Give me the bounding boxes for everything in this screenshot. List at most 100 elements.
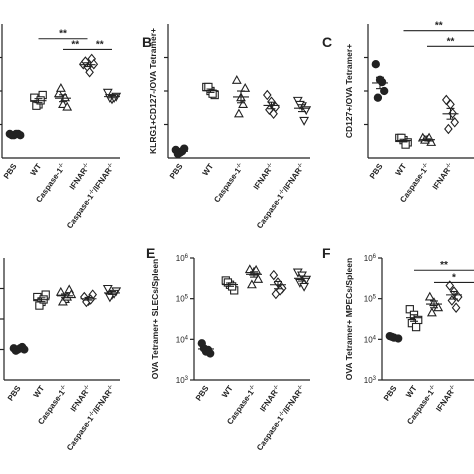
data-point (451, 302, 461, 313)
panel-f: F 103 104 105 106 OVA Tetramer+ MPECs/Spleen P… (322, 245, 474, 426)
series-1 (405, 305, 423, 332)
data-point (445, 280, 455, 291)
data-point (373, 93, 383, 102)
data-point (102, 88, 113, 98)
y-tick-label: 105 (364, 295, 377, 304)
category-label: WT (32, 384, 47, 399)
panel-letter-c: C (322, 34, 332, 50)
data-point (240, 82, 251, 92)
category-label: WT (29, 162, 44, 177)
significance-label: ** (440, 260, 448, 271)
series-0 (171, 144, 189, 159)
series-4 (292, 268, 312, 292)
category-label: IFNAR-/- (434, 384, 458, 414)
series-0 (385, 331, 403, 343)
data-point (55, 82, 66, 92)
y-tick-label: 106 (364, 254, 377, 263)
series-4 (292, 96, 312, 126)
y-axis-title: CD127+/OVA Tetramer+ (344, 44, 354, 138)
series-1 (221, 276, 239, 295)
data-point (57, 296, 68, 306)
significance-label: * (452, 272, 456, 283)
category-label: WT (201, 162, 216, 177)
category-label: PBS (368, 161, 385, 180)
data-point (299, 116, 310, 126)
series-0 (197, 339, 215, 358)
y-tick-label: 103 (176, 376, 189, 385)
data-point (238, 99, 249, 108)
series-0 (371, 60, 389, 102)
series-3 (78, 53, 99, 78)
data-point (371, 60, 380, 69)
series-3 (445, 280, 463, 313)
series-2 (53, 82, 73, 111)
y-axis-title: KLRG1+CD127-/OVA Tetramer+ (148, 28, 158, 154)
category-label: PBS (6, 383, 23, 402)
panel-letter-e: E (146, 245, 155, 261)
series-3 (269, 269, 287, 300)
category-label: Caspase-1-/-/IFNAR-/- (65, 162, 117, 230)
significance-label: ** (59, 29, 67, 40)
y-tick-label: 103 (364, 376, 377, 385)
panel-e: E 103 104 105 106 OVA Tetramer+ SLECs/Spleen P… (146, 245, 312, 452)
y-tick-label: 105 (176, 295, 189, 304)
series-2 (244, 264, 264, 289)
series-1 (202, 82, 219, 100)
significance-bracket: ** (426, 36, 474, 47)
significance-bracket: ** (62, 39, 88, 50)
significance-bracket: ** (38, 29, 88, 40)
series-3 (441, 94, 460, 135)
y-axis-title: OVA Tetramer+ SLECs/Spleen (150, 259, 160, 380)
category-label: Caspase-1-/-/IFNAR-/- (255, 384, 307, 452)
category-label: Caspase-1-/- (212, 162, 245, 204)
series-2 (55, 284, 77, 306)
data-point (269, 108, 278, 120)
series-4 (102, 284, 122, 303)
y-tick-label: 106 (176, 254, 189, 263)
data-point (58, 99, 68, 108)
series-1 (395, 133, 412, 149)
y-tick-label: 104 (364, 335, 377, 344)
category-label: Caspase-1-/-/IFNAR-/- (65, 384, 117, 452)
category-label: PBS (168, 161, 185, 180)
category-label: PBS (194, 383, 211, 402)
data-point (55, 286, 66, 296)
series-2 (424, 291, 444, 317)
series-2 (231, 74, 251, 118)
data-point (450, 116, 460, 128)
series-0 (5, 129, 25, 140)
data-point (426, 307, 437, 317)
y-axis-title: OVA Tetramer+ MPECs/Spleen (344, 258, 354, 380)
category-label: IFNAR-/- (258, 384, 282, 414)
significance-label: ** (447, 36, 455, 47)
significance-bracket: ** (87, 39, 112, 50)
significance-label: ** (435, 21, 443, 32)
significance-label: ** (96, 39, 104, 50)
significance-label: ** (71, 39, 79, 50)
category-label: IFNAR-/- (252, 162, 276, 192)
significance-bracket: * (433, 272, 474, 283)
category-label: IFNAR-/- (431, 162, 455, 192)
data-point (444, 123, 453, 135)
significance-bracket: ** (403, 21, 474, 32)
panel-letter-f: F (322, 245, 331, 261)
data-point (246, 279, 257, 289)
y-tick-label: 104 (176, 335, 189, 344)
panel-d: PBS WTCaspase-1-/-IFNAR-/-Caspase-1-/-/IF… (0, 258, 122, 452)
data-point (81, 56, 90, 67)
data-point (231, 74, 242, 84)
series-3 (79, 289, 98, 308)
data-point (253, 273, 264, 283)
category-label: PBS (382, 383, 399, 402)
data-point (62, 101, 73, 111)
panel-letter-b: B (142, 34, 152, 50)
category-label: WT (404, 384, 419, 399)
data-point (380, 86, 389, 96)
category-label: IFNAR-/- (68, 162, 92, 192)
data-point (299, 282, 310, 292)
category-label: PBS (2, 161, 19, 180)
data-point (102, 284, 113, 294)
